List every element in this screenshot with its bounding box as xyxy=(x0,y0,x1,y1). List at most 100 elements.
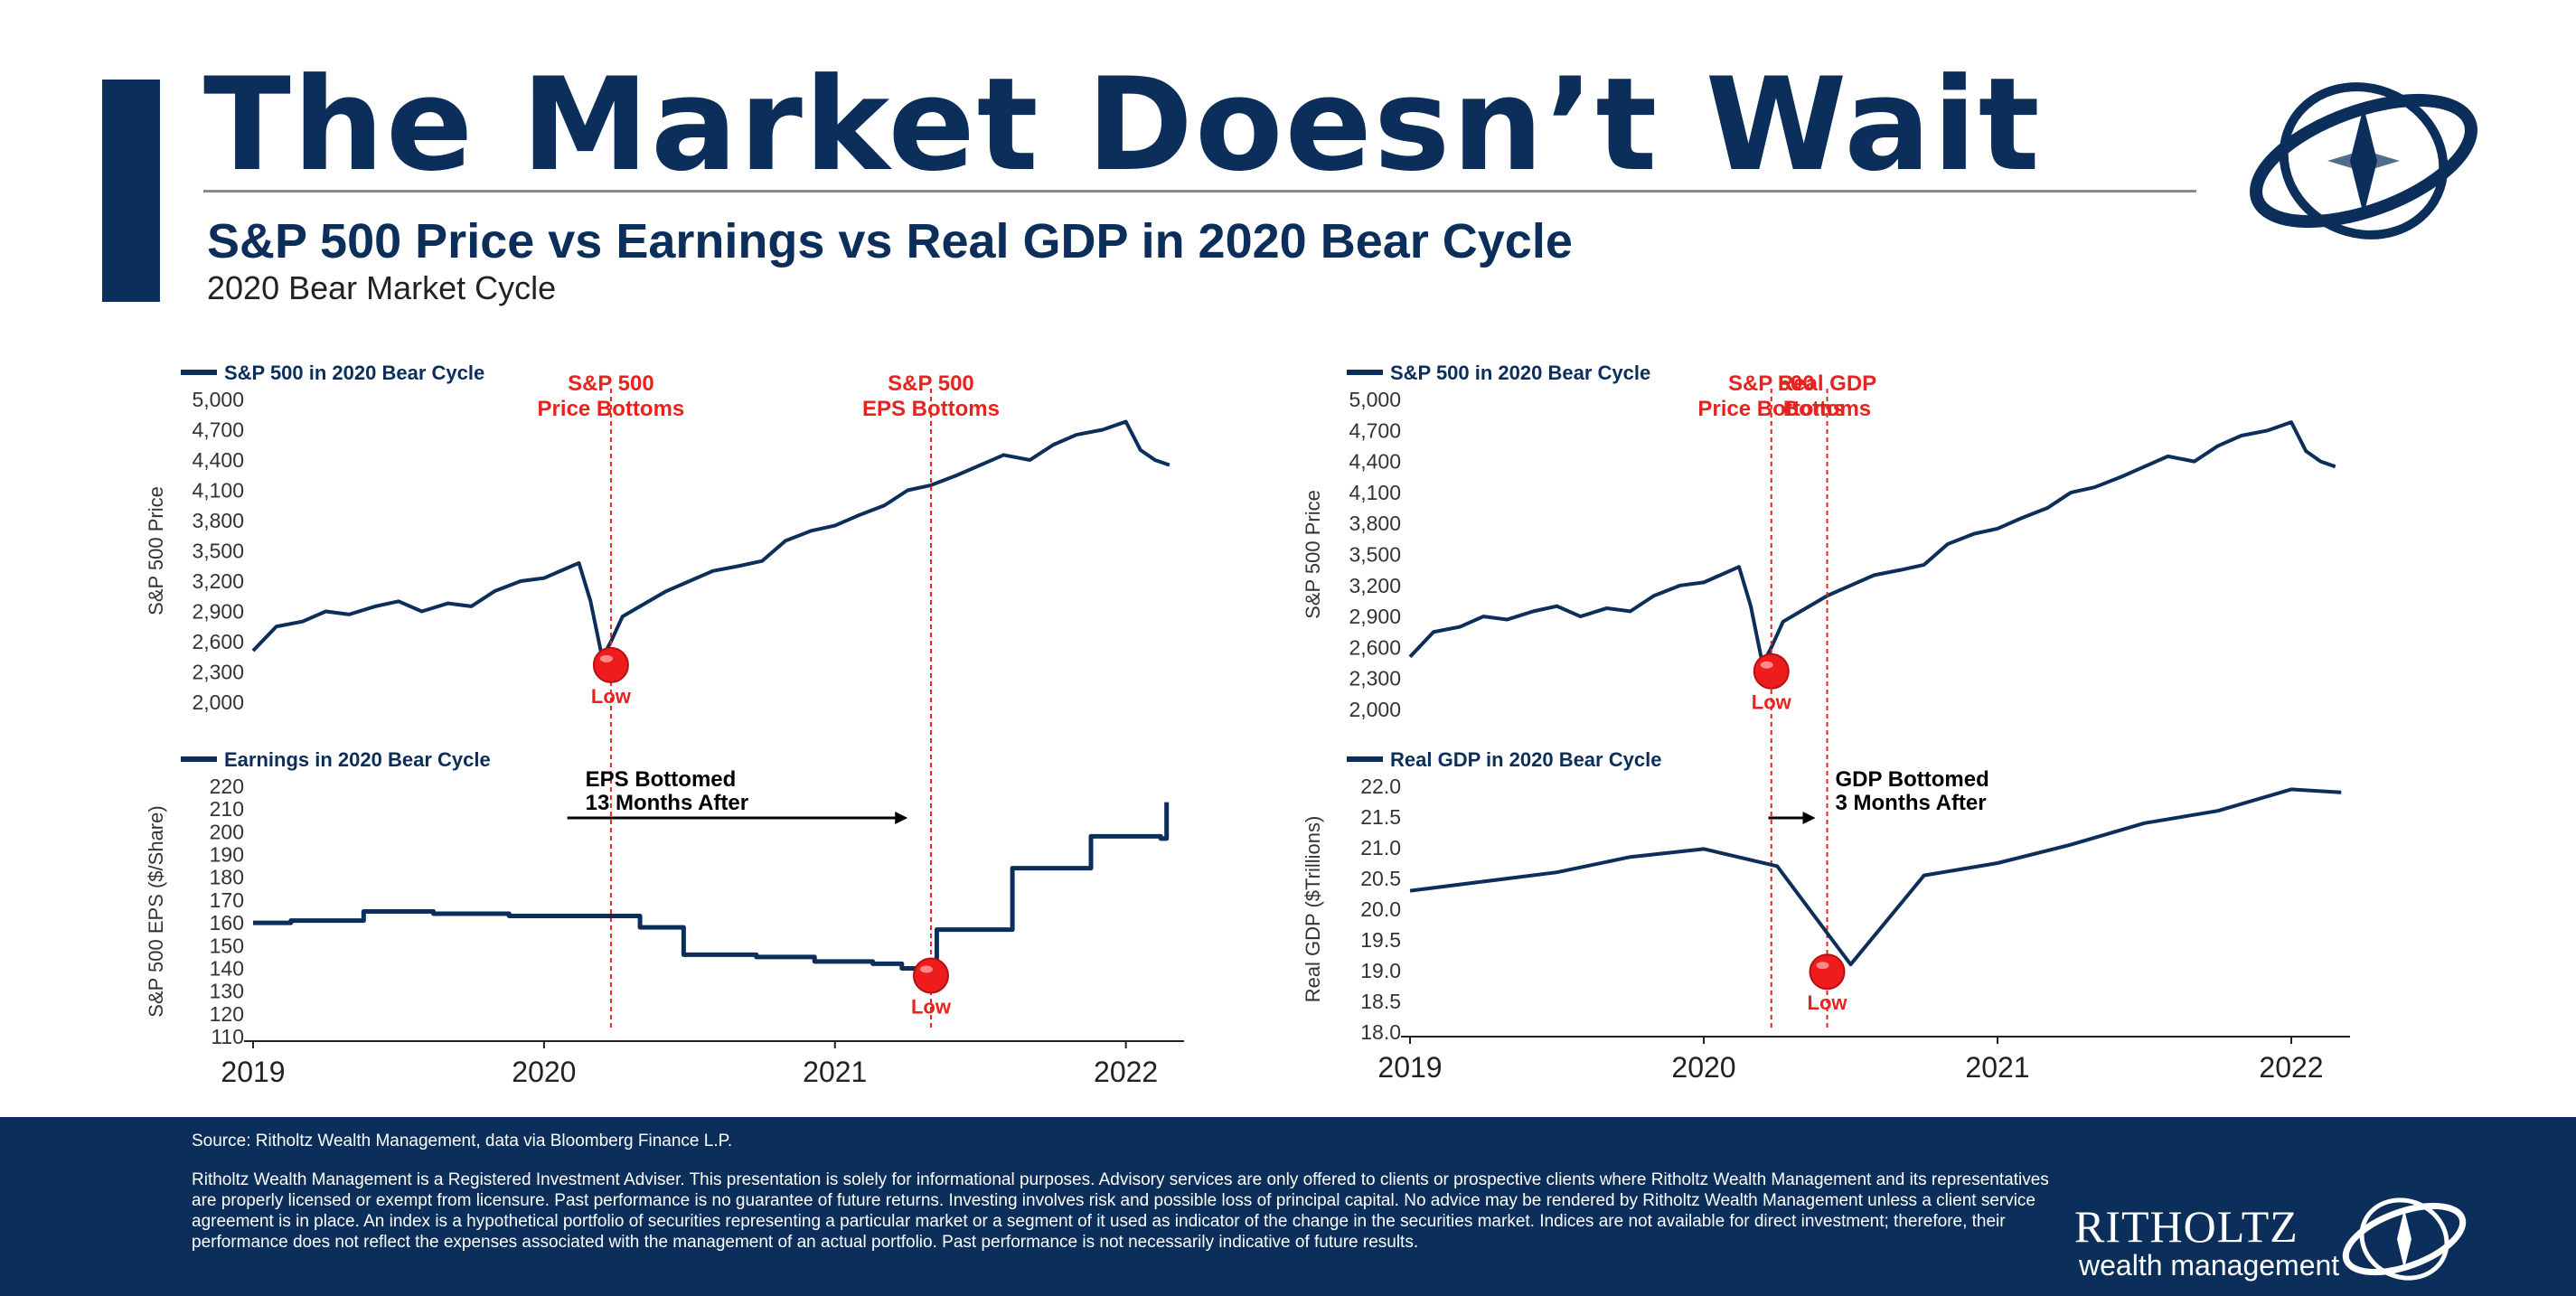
y-tick-label: 140 xyxy=(210,956,244,980)
series-line xyxy=(1408,420,2336,666)
y-tick-label: 130 xyxy=(210,980,244,1003)
annotation-label-line2: 13 Months After xyxy=(586,791,748,815)
y-tick-label: 22.0 xyxy=(1360,775,1401,798)
accent-bar xyxy=(102,80,160,302)
bottom-marker-label-line1: Real GDP xyxy=(1778,371,1876,396)
x-tick-label: 2022 xyxy=(1094,1056,1158,1088)
bottom-marker-label-line1: S&P 500 xyxy=(568,371,654,396)
y-tick-label: 3,800 xyxy=(192,509,244,532)
y-tick-label: 2,900 xyxy=(1349,605,1401,628)
y-tick-label: 3,200 xyxy=(192,569,244,593)
series-line xyxy=(251,419,1170,660)
y-tick-label: 150 xyxy=(210,934,244,957)
y-tick-label: 170 xyxy=(210,888,244,912)
y-tick-label: 4,100 xyxy=(192,479,244,502)
bottom-marker-label-line1: S&P 500 xyxy=(1728,371,1815,396)
y-tick-label: 2,300 xyxy=(1349,667,1401,690)
legend-label: Real GDP in 2020 Bear Cycle xyxy=(1390,748,1661,771)
series-line xyxy=(253,802,1170,971)
bottom-marker-label-line2: EPS Bottoms xyxy=(862,397,1000,421)
bottom-marker-label-line2: Price Bottoms xyxy=(1697,397,1845,421)
low-marker xyxy=(1809,953,1846,991)
y-tick-label: 4,400 xyxy=(192,448,244,472)
right-chart-svg: S&P 500 in 2020 Bear Cycle 2,000 2,300 2,60… xyxy=(1302,362,2350,1084)
y-tick-label: 3,200 xyxy=(1349,574,1401,597)
y-tick-label: 19.5 xyxy=(1360,928,1401,952)
y-tick-label: 3,800 xyxy=(1349,512,1401,535)
low-marker xyxy=(1753,653,1790,690)
low-marker-label: Low xyxy=(591,685,632,708)
brand-tagline: wealth management xyxy=(2079,1249,2340,1282)
x-tick-label: 2021 xyxy=(1965,1051,2029,1084)
low-marker xyxy=(592,646,629,683)
compass-logo-icon xyxy=(2250,82,2477,239)
x-tick-label: 2020 xyxy=(1671,1051,1735,1084)
y-axis-label: S&P 500 Price xyxy=(1302,490,1324,619)
y-tick-label: 4,100 xyxy=(1349,481,1401,504)
x-tick-label: 2020 xyxy=(512,1056,576,1088)
legend-label: S&P 500 in 2020 Bear Cycle xyxy=(1390,362,1650,384)
y-tick-label: 190 xyxy=(210,843,244,867)
y-tick-label: 4,400 xyxy=(1349,450,1401,474)
y-axis-label: S&P 500 Price xyxy=(145,486,167,615)
y-tick-label: 4,700 xyxy=(192,418,244,442)
y-tick-label: 2,300 xyxy=(192,661,244,684)
y-tick-label: 3,500 xyxy=(192,540,244,563)
x-tick-label: 2019 xyxy=(1377,1051,1442,1084)
y-tick-label: 2,000 xyxy=(1349,698,1401,721)
series-line xyxy=(1409,787,2342,967)
annotation-label: GDP Bottomed 3 Months After xyxy=(1836,767,1989,815)
bottom-marker-label: S&P 500 Price Bottoms xyxy=(1697,371,1845,421)
page-subheading: 2020 Bear Market Cycle xyxy=(207,269,557,306)
low-marker-label: Low xyxy=(1752,691,1792,714)
arrow-head xyxy=(895,812,908,824)
y-axis-label: Real GDP ($Trillions) xyxy=(1302,816,1324,1003)
low-marker xyxy=(912,957,949,994)
low-marker-highlight xyxy=(1816,962,1829,970)
low-marker-label: Low xyxy=(1808,991,1848,1014)
y-tick-label: 120 xyxy=(210,1002,244,1026)
left-charts: S&P 500 in 2020 Bear Cycle 2,000 2,300 2,60… xyxy=(90,343,1265,1121)
low-marker-highlight xyxy=(599,654,613,662)
x-tick-label: 2019 xyxy=(221,1056,285,1088)
y-tick-label: 20.5 xyxy=(1360,867,1401,890)
arrow-head xyxy=(1802,812,1816,824)
page-subtitle: S&P 500 Price vs Earnings vs Real GDP in… xyxy=(207,214,1573,268)
y-axis-label: S&P 500 EPS ($/Share) xyxy=(145,805,167,1017)
x-tick-label: 2021 xyxy=(803,1056,867,1088)
title-divider xyxy=(203,190,2196,193)
low-marker-highlight xyxy=(1760,661,1773,669)
low-marker-label: Low xyxy=(911,995,952,1018)
disclaimer: Ritholtz Wealth Management is a Register… xyxy=(192,1170,2049,1252)
annotation-label-line1: EPS Bottomed xyxy=(586,767,737,792)
bottom-marker-label-line1: S&P 500 xyxy=(888,371,974,396)
footer: Source: Ritholtz Wealth Management, data… xyxy=(0,1117,2576,1296)
y-tick-label: 2,000 xyxy=(192,690,244,714)
left-chart-svg: S&P 500 in 2020 Bear Cycle 2,000 2,300 2,60… xyxy=(145,362,1184,1088)
y-tick-label: 2,600 xyxy=(192,630,244,653)
annotation-label-line1: GDP Bottomed xyxy=(1836,767,1989,792)
y-tick-label: 20.0 xyxy=(1360,897,1401,921)
page-title: The Market Doesn’t Wait xyxy=(203,51,2042,200)
y-tick-label: 210 xyxy=(210,797,244,821)
y-tick-label: 160 xyxy=(210,911,244,934)
y-tick-label: 220 xyxy=(210,775,244,798)
low-marker-highlight xyxy=(919,965,933,973)
bottom-marker-label: S&P 500 EPS Bottoms xyxy=(862,371,1000,421)
bottom-marker-label: S&P 500 Price Bottoms xyxy=(538,371,685,421)
y-tick-label: 21.5 xyxy=(1360,805,1401,829)
y-tick-label: 3,500 xyxy=(1349,543,1401,567)
bottom-marker-label-line2: Bottoms xyxy=(1783,397,1871,421)
y-tick-label: 19.0 xyxy=(1360,959,1401,982)
legend-label: S&P 500 in 2020 Bear Cycle xyxy=(224,362,484,384)
y-tick-label: 2,900 xyxy=(192,600,244,624)
y-tick-label: 110 xyxy=(211,1025,244,1048)
footer-logo-icon xyxy=(2342,1197,2467,1281)
y-tick-label: 5,000 xyxy=(1349,388,1401,411)
y-tick-label: 21.0 xyxy=(1360,836,1401,859)
x-tick-label: 2022 xyxy=(2259,1051,2323,1084)
y-tick-label: 18.5 xyxy=(1360,990,1401,1013)
brand-name: RITHOLTZ xyxy=(2074,1201,2299,1252)
y-tick-label: 180 xyxy=(210,866,244,889)
bottom-marker-label: Real GDP Bottoms xyxy=(1778,371,1876,421)
